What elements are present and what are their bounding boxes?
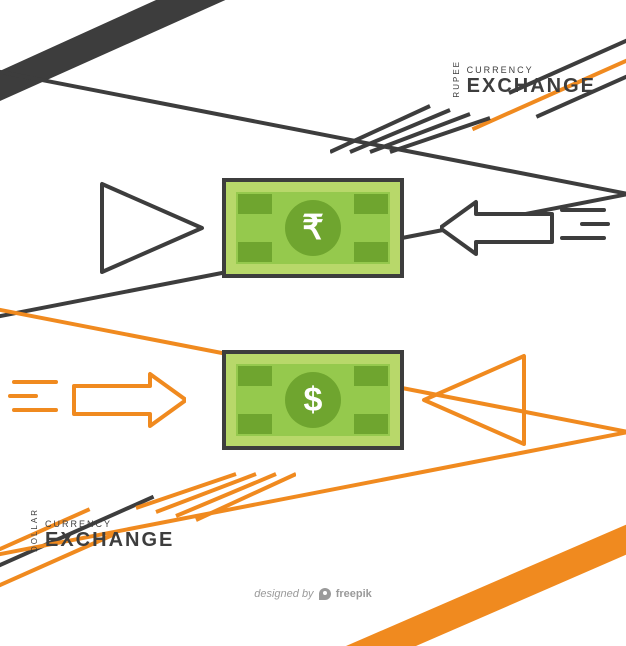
banknote-corner (354, 414, 388, 434)
label-line2: EXCHANGE (45, 529, 174, 552)
banknote-corner (354, 194, 388, 214)
label-stack: CURRENCY EXCHANGE (467, 65, 596, 98)
banknote-corner (238, 414, 272, 434)
triangle-outline-icon (98, 180, 208, 276)
speed-lines (8, 380, 58, 412)
banknote-corner (354, 242, 388, 262)
banknote-corner (354, 366, 388, 386)
corner-wedge-top-left-inset (0, 0, 200, 80)
currency-coin: ₹ (285, 200, 341, 256)
attribution-text: designed by freepik (0, 588, 626, 600)
label-vertical: RUPEE (452, 60, 461, 98)
dollar-label: DOLLAR CURRENCY EXCHANGE (30, 508, 174, 552)
rupee-symbol-icon: ₹ (302, 211, 324, 245)
label-stack: CURRENCY EXCHANGE (45, 519, 174, 552)
arrow-left-icon (440, 198, 560, 258)
rupee-label: RUPEE CURRENCY EXCHANGE (452, 60, 596, 98)
credit-prefix: designed by (254, 588, 313, 600)
currency-coin: $ (285, 372, 341, 428)
label-vertical: DOLLAR (30, 508, 39, 552)
infographic-canvas: ₹ $ (0, 0, 626, 626)
converge-lines-icon (330, 96, 510, 156)
dollar-symbol-icon: $ (304, 383, 323, 417)
rupee-banknote: ₹ (222, 178, 404, 278)
freepik-logo-icon (319, 588, 331, 600)
arrow-right-icon (66, 370, 186, 430)
dollar-banknote: $ (222, 350, 404, 450)
speed-lines (560, 208, 610, 240)
banknote-corner (238, 366, 272, 386)
banknote-corner (238, 194, 272, 214)
label-line1: CURRENCY (45, 519, 174, 529)
label-line1: CURRENCY (467, 65, 596, 75)
triangle-outline-icon (418, 352, 528, 448)
credit-brand: freepik (336, 588, 372, 600)
banknote-corner (238, 242, 272, 262)
label-line2: EXCHANGE (467, 75, 596, 98)
